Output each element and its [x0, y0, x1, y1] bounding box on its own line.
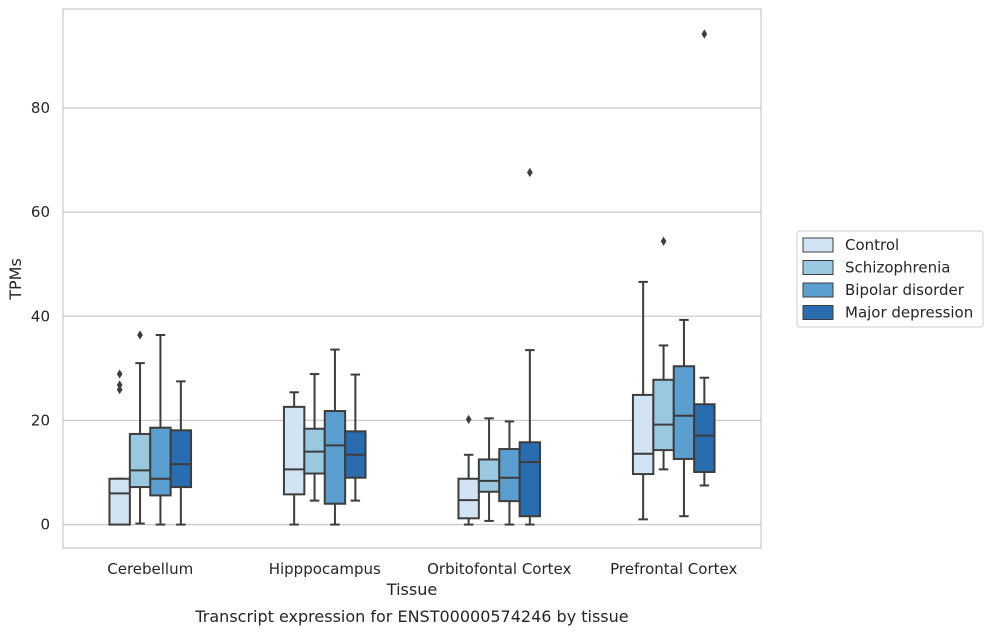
legend-items: Control Schizophrenia Bipolar disorder Majo…: [802, 236, 973, 322]
box: [149, 426, 172, 497]
legend-swatch: [802, 305, 834, 320]
outlier-point: [116, 385, 123, 395]
outlier-point: [465, 414, 472, 424]
box: [457, 477, 480, 520]
legend-swatch: [802, 282, 834, 298]
box: [108, 477, 131, 526]
box: [169, 429, 193, 489]
legend: Control Schizophrenia Bipolar disorder Majo…: [796, 230, 984, 328]
box-group: [457, 414, 480, 526]
box-group: [108, 369, 131, 526]
x-tick-label: Orbitofontal Cortex: [427, 560, 571, 578]
x-tick-labels: Cerebellum Hipppocampus Orbitofontal Corte…: [107, 560, 737, 578]
box: [652, 378, 675, 452]
box: [518, 441, 542, 518]
box: [498, 448, 521, 503]
box: [323, 410, 347, 505]
box-layer: [108, 29, 716, 526]
box: [631, 393, 655, 476]
y-tick-label: 0: [40, 516, 50, 534]
outlier-point: [116, 380, 123, 390]
y-tick-label: 40: [31, 307, 50, 325]
legend-label: Bipolar disorder: [845, 281, 965, 299]
box: [693, 403, 716, 473]
x-tick-label: Cerebellum: [107, 560, 193, 578]
box-group: [652, 236, 675, 471]
legend-swatch: [802, 237, 834, 253]
x-axis-label: Tissue: [386, 580, 437, 599]
box: [672, 365, 696, 460]
box-group: [518, 167, 542, 526]
legend-label: Control: [845, 236, 899, 254]
legend-label: Major depression: [845, 304, 973, 322]
outlier-point: [116, 369, 123, 379]
box-group: [477, 417, 501, 522]
box-group: [282, 391, 306, 526]
legend-item: Control: [802, 236, 899, 254]
box-group: [169, 380, 193, 526]
y-tick-label: 60: [31, 203, 50, 221]
legend-item: Bipolar disorder: [802, 281, 965, 299]
box: [282, 405, 306, 496]
legend-swatch: [802, 260, 834, 275]
box-group: [323, 348, 347, 526]
y-axis-label: TPMs: [6, 258, 25, 301]
x-tick-label: Prefrontal Cortex: [610, 560, 737, 578]
box-group: [631, 280, 655, 521]
legend-frame: [796, 230, 984, 328]
outlier-point: [137, 330, 143, 340]
box-group: [128, 330, 152, 525]
box-group: [693, 29, 716, 487]
outlier-point: [526, 167, 533, 178]
outlier-point: [660, 236, 667, 246]
y-tick-labels: 0 20 40 60 80: [31, 99, 50, 534]
legend-item: Schizophrenia: [802, 259, 950, 277]
legend-label: Schizophrenia: [845, 259, 950, 277]
box-group: [498, 420, 521, 526]
y-tick-label: 20: [31, 411, 50, 429]
y-tick-label: 80: [31, 99, 50, 117]
box-group: [344, 373, 367, 502]
plot-frame: [62, 8, 762, 549]
box: [128, 432, 152, 489]
chart-caption: Transcript expression for ENST0000057424…: [194, 607, 628, 626]
legend-item: Major depression: [802, 304, 973, 322]
outlier-point: [701, 29, 708, 39]
box-group: [149, 334, 172, 526]
box-group: [672, 318, 696, 518]
box: [477, 458, 501, 493]
box-group: [303, 373, 326, 502]
x-tick-label: Hipppocampus: [269, 560, 381, 578]
